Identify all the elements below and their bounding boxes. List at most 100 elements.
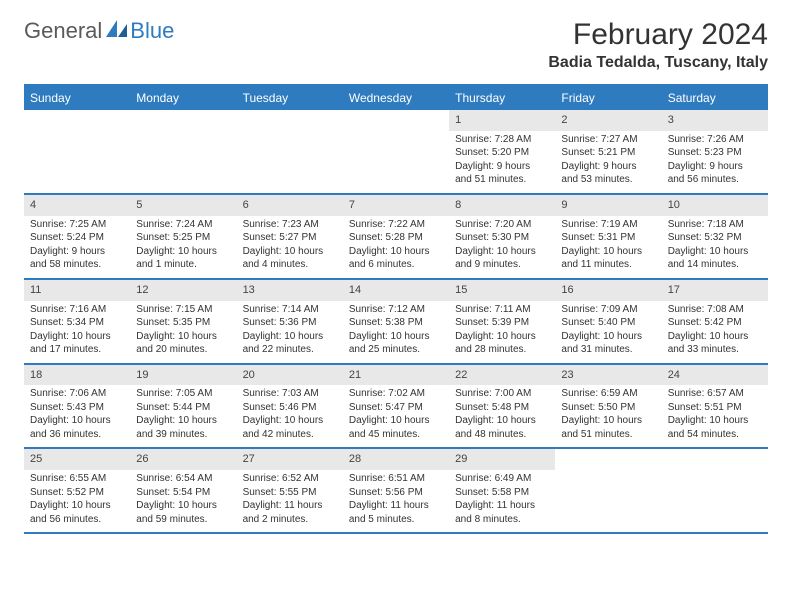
brand-part1: General bbox=[24, 18, 102, 44]
day-sunrise: Sunrise: 7:08 AM bbox=[668, 303, 762, 317]
dayhead-friday: Friday bbox=[555, 86, 661, 110]
day-sunset: Sunset: 5:40 PM bbox=[561, 316, 655, 330]
day-sunrise: Sunrise: 7:27 AM bbox=[561, 133, 655, 147]
day-sunset: Sunset: 5:20 PM bbox=[455, 146, 549, 160]
day-sunset: Sunset: 5:42 PM bbox=[668, 316, 762, 330]
day-daylight: Daylight: 9 hours and 56 minutes. bbox=[668, 160, 762, 187]
day-body: Sunrise: 6:55 AMSunset: 5:52 PMDaylight:… bbox=[24, 470, 130, 532]
day-body: Sunrise: 6:59 AMSunset: 5:50 PMDaylight:… bbox=[555, 385, 661, 447]
day-sunrise: Sunrise: 7:19 AM bbox=[561, 218, 655, 232]
day-sunrise: Sunrise: 7:02 AM bbox=[349, 387, 443, 401]
day-number: 27 bbox=[237, 449, 343, 470]
day-daylight: Daylight: 10 hours and 11 minutes. bbox=[561, 245, 655, 272]
day-sunset: Sunset: 5:35 PM bbox=[136, 316, 230, 330]
weeks-container: 1Sunrise: 7:28 AMSunset: 5:20 PMDaylight… bbox=[24, 110, 768, 534]
day-body: Sunrise: 7:28 AMSunset: 5:20 PMDaylight:… bbox=[449, 131, 555, 193]
brand-logo: General Blue bbox=[24, 18, 174, 44]
day-sunrise: Sunrise: 7:20 AM bbox=[455, 218, 549, 232]
day-daylight: Daylight: 10 hours and 22 minutes. bbox=[243, 330, 337, 357]
day-daylight: Daylight: 10 hours and 4 minutes. bbox=[243, 245, 337, 272]
day-number: 8 bbox=[449, 195, 555, 216]
day-cell: 1Sunrise: 7:28 AMSunset: 5:20 PMDaylight… bbox=[449, 110, 555, 193]
day-cell: 8 Sunrise: 7:20 AMSunset: 5:30 PMDaylight… bbox=[449, 195, 555, 278]
day-sunset: Sunset: 5:30 PM bbox=[455, 231, 549, 245]
dayhead-thursday: Thursday bbox=[449, 86, 555, 110]
day-daylight: Daylight: 10 hours and 20 minutes. bbox=[136, 330, 230, 357]
day-sunset: Sunset: 5:21 PM bbox=[561, 146, 655, 160]
day-sunset: Sunset: 5:25 PM bbox=[136, 231, 230, 245]
day-number: 15 bbox=[449, 280, 555, 301]
day-body: Sunrise: 7:16 AMSunset: 5:34 PMDaylight:… bbox=[24, 301, 130, 363]
day-body: Sunrise: 7:09 AMSunset: 5:40 PMDaylight:… bbox=[555, 301, 661, 363]
brand-sail-icon bbox=[106, 20, 128, 43]
week-row: 25Sunrise: 6:55 AMSunset: 5:52 PMDayligh… bbox=[24, 449, 768, 534]
day-number: 26 bbox=[130, 449, 236, 470]
day-sunset: Sunset: 5:52 PM bbox=[30, 486, 124, 500]
day-number: 20 bbox=[237, 365, 343, 386]
day-number: 5 bbox=[130, 195, 236, 216]
day-number: 13 bbox=[237, 280, 343, 301]
day-number: 18 bbox=[24, 365, 130, 386]
day-body: Sunrise: 7:11 AMSunset: 5:39 PMDaylight:… bbox=[449, 301, 555, 363]
day-daylight: Daylight: 10 hours and 51 minutes. bbox=[561, 414, 655, 441]
day-sunrise: Sunrise: 7:09 AM bbox=[561, 303, 655, 317]
day-sunrise: Sunrise: 7:18 AM bbox=[668, 218, 762, 232]
dayhead-sunday: Sunday bbox=[24, 86, 130, 110]
day-body: Sunrise: 6:54 AMSunset: 5:54 PMDaylight:… bbox=[130, 470, 236, 532]
day-number: 12 bbox=[130, 280, 236, 301]
dayhead-saturday: Saturday bbox=[662, 86, 768, 110]
day-daylight: Daylight: 10 hours and 1 minute. bbox=[136, 245, 230, 272]
page-title: February 2024 bbox=[548, 18, 768, 52]
day-body: Sunrise: 6:57 AMSunset: 5:51 PMDaylight:… bbox=[662, 385, 768, 447]
day-sunset: Sunset: 5:48 PM bbox=[455, 401, 549, 415]
day-number: 21 bbox=[343, 365, 449, 386]
day-number: 3 bbox=[662, 110, 768, 131]
day-sunrise: Sunrise: 6:52 AM bbox=[243, 472, 337, 486]
day-number: 28 bbox=[343, 449, 449, 470]
day-sunset: Sunset: 5:56 PM bbox=[349, 486, 443, 500]
day-cell: 25Sunrise: 6:55 AMSunset: 5:52 PMDayligh… bbox=[24, 449, 130, 532]
day-number: 6 bbox=[237, 195, 343, 216]
calendar-grid: Sunday Monday Tuesday Wednesday Thursday… bbox=[24, 84, 768, 534]
day-number: 17 bbox=[662, 280, 768, 301]
day-sunset: Sunset: 5:46 PM bbox=[243, 401, 337, 415]
day-sunset: Sunset: 5:44 PM bbox=[136, 401, 230, 415]
day-cell: 2 Sunrise: 7:27 AMSunset: 5:21 PMDaylight… bbox=[555, 110, 661, 193]
dayhead-monday: Monday bbox=[130, 86, 236, 110]
day-sunset: Sunset: 5:55 PM bbox=[243, 486, 337, 500]
day-daylight: Daylight: 11 hours and 8 minutes. bbox=[455, 499, 549, 526]
day-sunset: Sunset: 5:34 PM bbox=[30, 316, 124, 330]
day-cell: 17Sunrise: 7:08 AMSunset: 5:42 PMDayligh… bbox=[662, 280, 768, 363]
day-cell: 15Sunrise: 7:11 AMSunset: 5:39 PMDayligh… bbox=[449, 280, 555, 363]
day-sunset: Sunset: 5:31 PM bbox=[561, 231, 655, 245]
day-cell bbox=[24, 110, 130, 193]
day-daylight: Daylight: 10 hours and 39 minutes. bbox=[136, 414, 230, 441]
day-cell bbox=[237, 110, 343, 193]
day-daylight: Daylight: 10 hours and 31 minutes. bbox=[561, 330, 655, 357]
day-sunrise: Sunrise: 6:59 AM bbox=[561, 387, 655, 401]
day-sunrise: Sunrise: 6:57 AM bbox=[668, 387, 762, 401]
day-sunrise: Sunrise: 7:03 AM bbox=[243, 387, 337, 401]
day-sunrise: Sunrise: 7:23 AM bbox=[243, 218, 337, 232]
day-cell: 4Sunrise: 7:25 AMSunset: 5:24 PMDaylight… bbox=[24, 195, 130, 278]
day-number: 16 bbox=[555, 280, 661, 301]
day-daylight: Daylight: 10 hours and 9 minutes. bbox=[455, 245, 549, 272]
day-sunset: Sunset: 5:24 PM bbox=[30, 231, 124, 245]
day-number: 2 bbox=[555, 110, 661, 131]
day-number: 23 bbox=[555, 365, 661, 386]
day-cell: 11Sunrise: 7:16 AMSunset: 5:34 PMDayligh… bbox=[24, 280, 130, 363]
day-cell bbox=[343, 110, 449, 193]
day-daylight: Daylight: 9 hours and 58 minutes. bbox=[30, 245, 124, 272]
day-sunrise: Sunrise: 7:12 AM bbox=[349, 303, 443, 317]
day-daylight: Daylight: 10 hours and 54 minutes. bbox=[668, 414, 762, 441]
day-daylight: Daylight: 11 hours and 2 minutes. bbox=[243, 499, 337, 526]
day-sunset: Sunset: 5:58 PM bbox=[455, 486, 549, 500]
day-daylight: Daylight: 9 hours and 53 minutes. bbox=[561, 160, 655, 187]
day-daylight: Daylight: 9 hours and 51 minutes. bbox=[455, 160, 549, 187]
day-cell: 23Sunrise: 6:59 AMSunset: 5:50 PMDayligh… bbox=[555, 365, 661, 448]
day-cell bbox=[130, 110, 236, 193]
day-number: 11 bbox=[24, 280, 130, 301]
day-sunset: Sunset: 5:50 PM bbox=[561, 401, 655, 415]
day-sunrise: Sunrise: 7:15 AM bbox=[136, 303, 230, 317]
day-sunrise: Sunrise: 7:16 AM bbox=[30, 303, 124, 317]
